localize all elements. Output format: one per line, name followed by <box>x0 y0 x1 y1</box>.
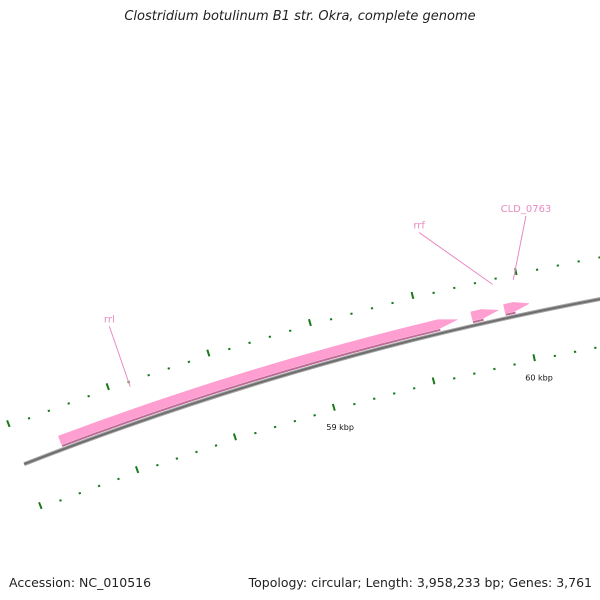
inner-tick-60.0 <box>532 354 536 362</box>
genome-summary: Topology: circular; Length: 3,958,233 bp… <box>248 575 592 590</box>
inner-tick-59.1 <box>353 402 356 406</box>
inner-tick-59.3 <box>392 392 396 395</box>
outer-tick-57.7 <box>47 409 51 413</box>
inner-tick-57.6 <box>59 499 62 502</box>
inner-tick-58.5 <box>232 433 237 441</box>
outer-tick-58.3 <box>167 367 171 370</box>
outer-tick-59.0 <box>308 318 312 327</box>
tick-label-60: 60 kbp <box>525 374 553 383</box>
feature-f3[interactable] <box>503 302 530 316</box>
inner-tick-58.1 <box>156 463 159 467</box>
feature-track[interactable] <box>58 229 600 447</box>
leader-1 <box>418 232 493 285</box>
accession-label: Accession: NC_010516 <box>9 575 152 590</box>
feature-shadow <box>505 311 516 316</box>
map-title: Clostridium botulinum B1 str. Okra, comp… <box>124 9 476 24</box>
inner-tick-58.9 <box>313 414 316 417</box>
outer-tick-58.9 <box>288 329 292 333</box>
tick-label-59: 59 kbp <box>326 423 354 432</box>
outer-tick-59.2 <box>350 312 353 315</box>
feature-f2[interactable] <box>470 309 500 324</box>
outer-tick-58.0 <box>105 383 110 391</box>
backbone-line <box>23 298 600 466</box>
feature-label-cld-0763[interactable]: CLD_0763 <box>501 204 552 215</box>
inner-tick-58.0 <box>134 466 140 474</box>
outer-tick-58.7 <box>248 341 251 345</box>
inner-tick-57.5 <box>38 501 43 510</box>
inner-tick-58.2 <box>175 457 179 460</box>
leader-2 <box>512 215 527 280</box>
tick-marks <box>6 256 600 510</box>
outer-tick-58.2 <box>147 373 151 377</box>
outer-tick-58.4 <box>187 360 191 364</box>
inner-tick-57.9 <box>117 477 120 481</box>
outer-tick-57.9 <box>87 394 91 398</box>
inner-tick-58.7 <box>273 425 277 429</box>
inner-tick-57.7 <box>78 491 82 495</box>
feature-shadow <box>61 328 441 447</box>
inner-tick-58.4 <box>214 444 218 447</box>
feature-label-rrl[interactable]: rrl <box>104 314 115 325</box>
inner-tick-59.5 <box>431 377 436 385</box>
outer-tick-59.1 <box>329 318 333 321</box>
inner-tick-58.8 <box>293 419 297 423</box>
outer-tick-58.6 <box>227 347 231 351</box>
outer-tick-59.5 <box>410 291 415 300</box>
feature-shape[interactable] <box>503 302 530 314</box>
outer-tick-57.5 <box>6 419 11 428</box>
feature-shape[interactable] <box>470 309 500 321</box>
inner-tick-59.0 <box>331 403 336 411</box>
outer-tick-57.6 <box>27 416 31 420</box>
leader-0 <box>108 326 131 387</box>
genome-backbone <box>23 297 600 466</box>
feature-shape[interactable] <box>58 319 458 445</box>
label-leaders <box>108 215 527 387</box>
outer-tick-59.3 <box>370 307 374 310</box>
inner-tick-58.3 <box>195 450 198 454</box>
inner-tick-58.6 <box>254 431 257 435</box>
outer-tick-58.8 <box>268 335 272 338</box>
feature-label-rrf[interactable]: rrf <box>413 221 425 232</box>
inner-tick-57.8 <box>97 484 101 488</box>
feature-shadow <box>472 318 484 324</box>
outer-tick-58.5 <box>206 349 211 357</box>
outer-tick-57.8 <box>67 402 71 405</box>
feature-f1[interactable] <box>58 319 458 447</box>
inner-tick-59.2 <box>372 397 376 400</box>
